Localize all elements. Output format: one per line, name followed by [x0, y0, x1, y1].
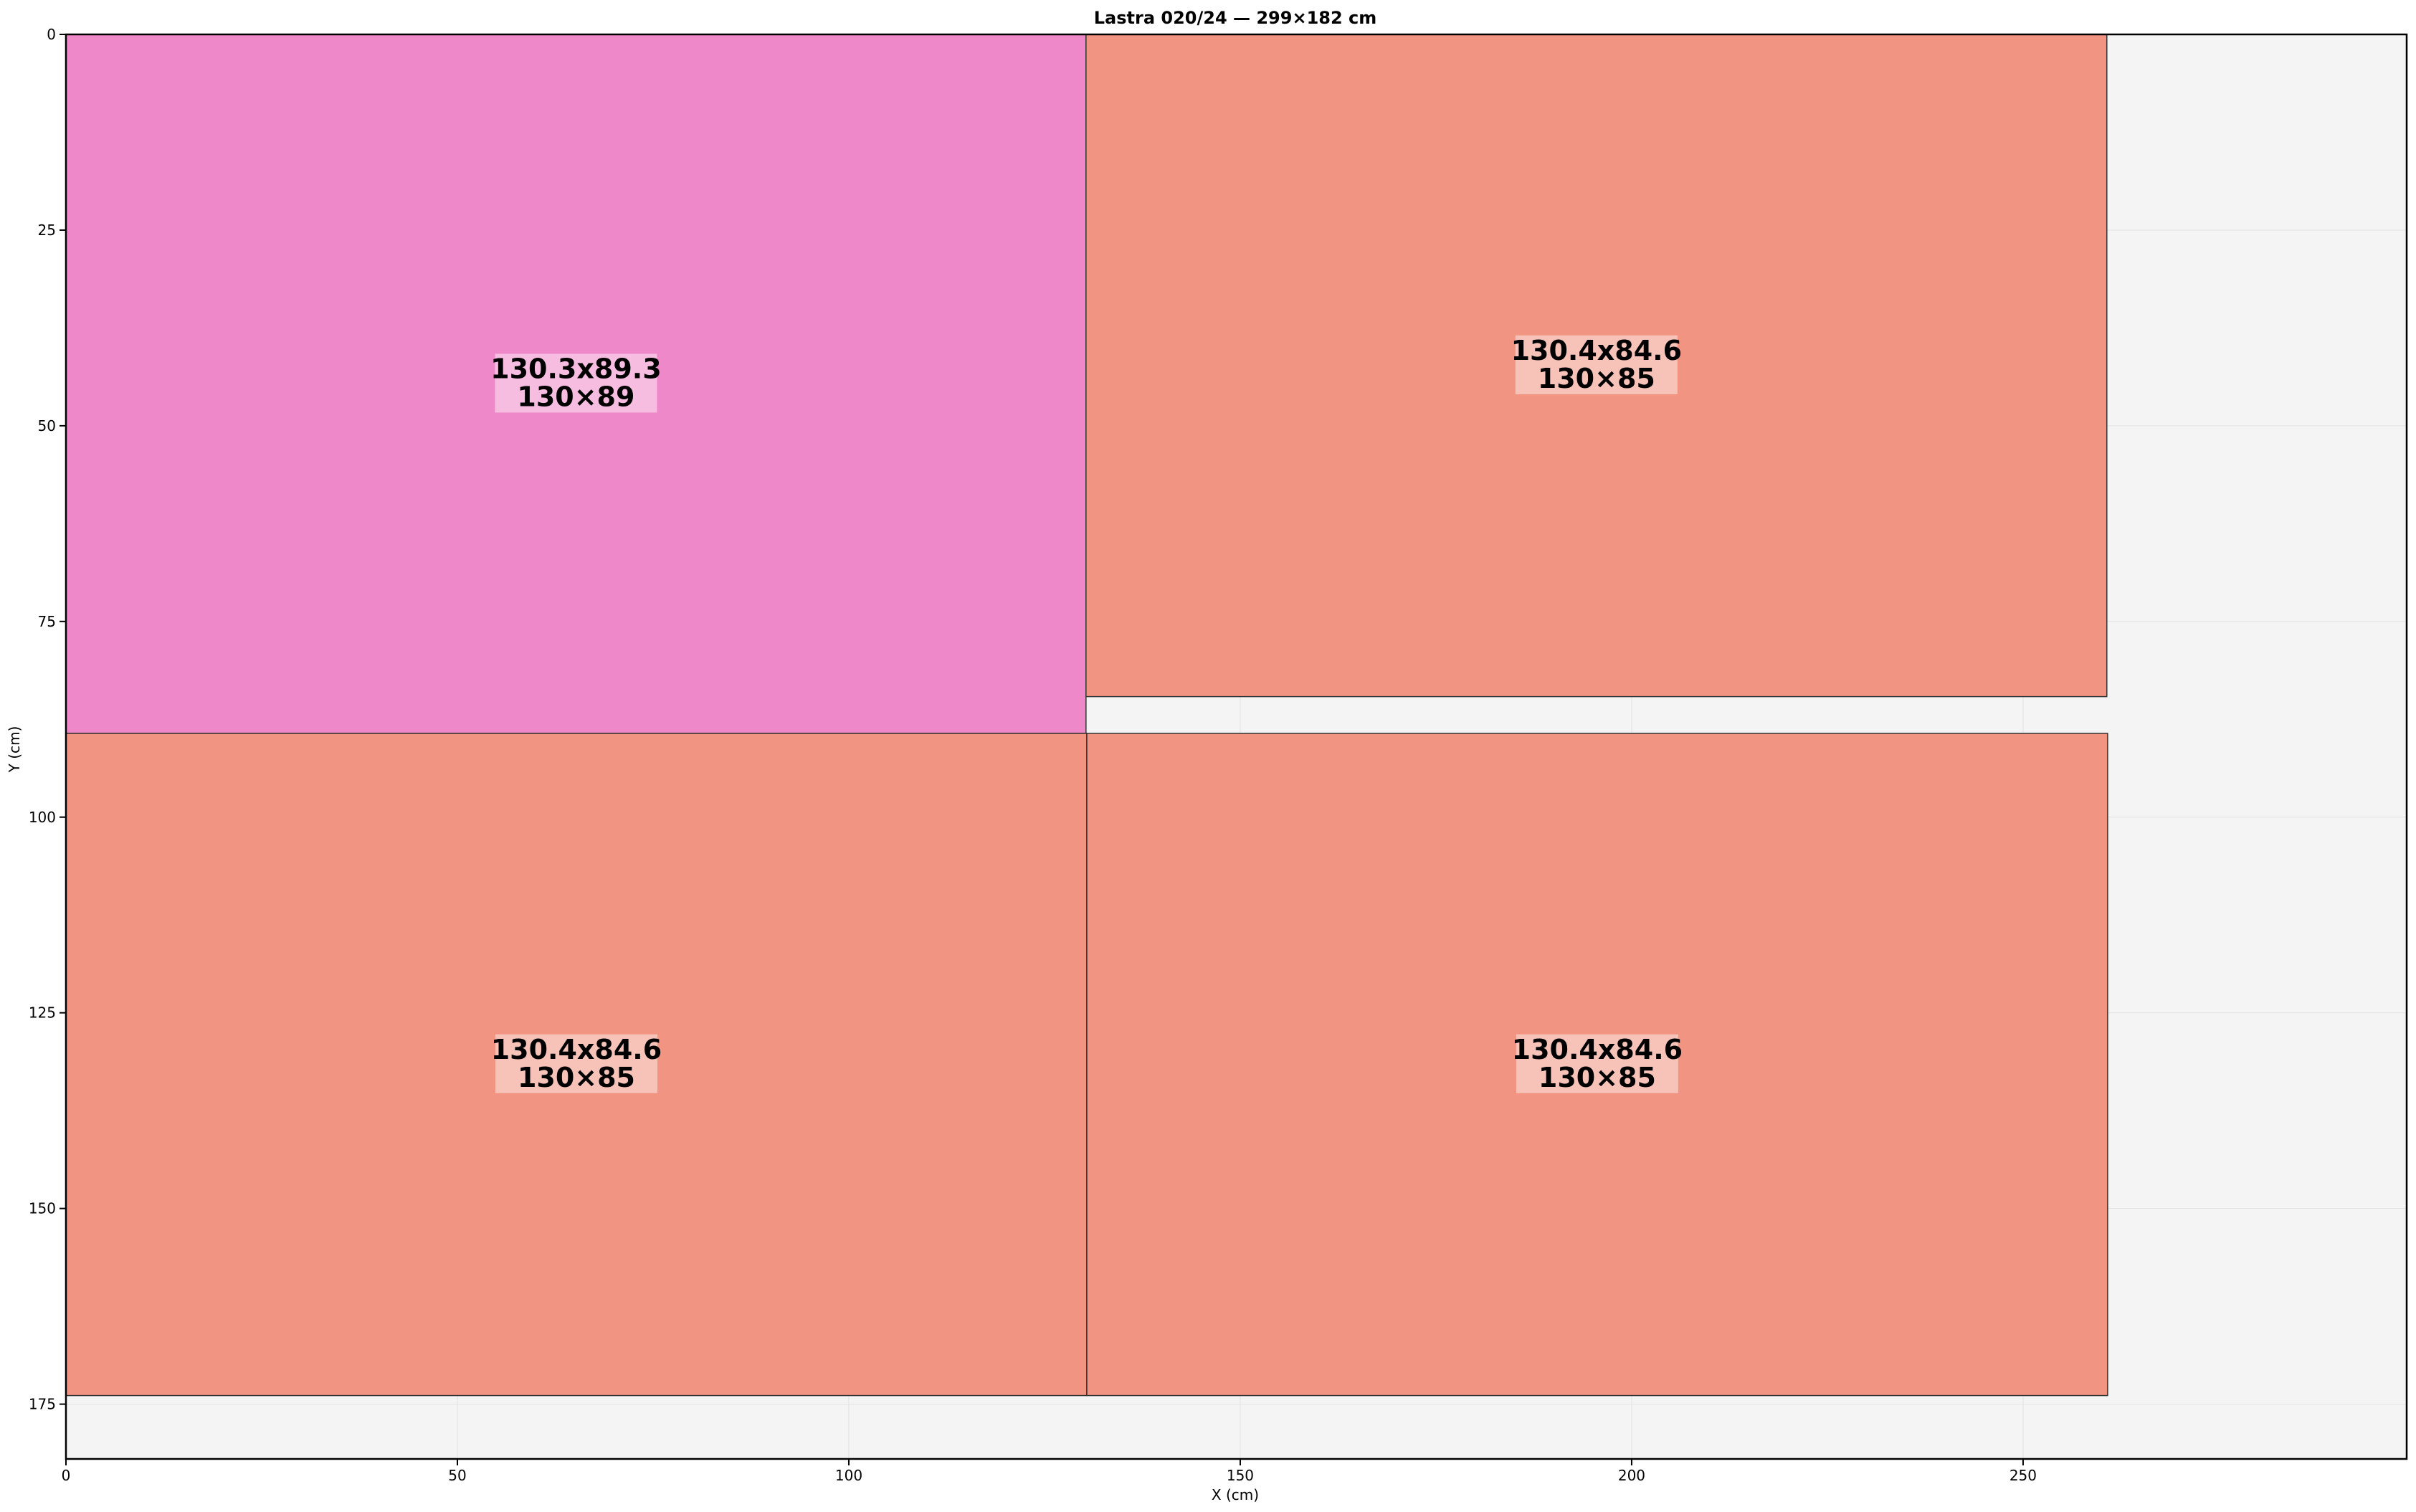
chart-title: Lastra 020/24 — 299×182 cm: [1094, 8, 1377, 28]
piece-label-nominal: 130×85: [1538, 1062, 1656, 1093]
y-tick-label: 25: [38, 222, 56, 239]
piece-label-bg: [1516, 1034, 1678, 1093]
plot-area: 130.3x89.3130×89130.4x84.6130×85130.4x84…: [29, 26, 2408, 1484]
piece-label-bg: [1515, 335, 1678, 394]
x-tick-label: 200: [1618, 1467, 1645, 1484]
axes-frame: [65, 33, 2408, 1460]
x-tick-label: 250: [2010, 1467, 2037, 1484]
piece-label-measured: 130.3x89.3: [490, 353, 661, 384]
y-tick-label: 0: [47, 26, 56, 43]
y-tick-label: 125: [29, 1004, 56, 1022]
y-tick-label: 50: [38, 417, 56, 434]
x-tick-label: 50: [448, 1467, 466, 1484]
piece-label-nominal: 130×85: [1538, 363, 1655, 394]
piece-label-nominal: 130×85: [518, 1062, 635, 1093]
x-tick-label: 0: [62, 1467, 71, 1484]
y-axis-label: Y (cm): [6, 726, 23, 774]
y-tick-label: 175: [29, 1396, 56, 1413]
x-axis-label: X (cm): [1212, 1486, 1259, 1503]
piece-label-nominal: 130×89: [517, 381, 634, 412]
y-tick-label: 75: [38, 613, 56, 630]
y-tick-label: 100: [29, 809, 56, 826]
piece-label-measured: 130.4x84.6: [1512, 1034, 1683, 1065]
piece-label-measured: 130.4x84.6: [1511, 335, 1682, 366]
x-tick-label: 150: [1227, 1467, 1254, 1484]
y-tick-label: 150: [29, 1200, 56, 1217]
piece-label-bg: [495, 353, 657, 413]
x-tick-label: 100: [835, 1467, 862, 1484]
piece-label-bg: [495, 1034, 657, 1093]
piece-label-measured: 130.4x84.6: [491, 1034, 662, 1065]
